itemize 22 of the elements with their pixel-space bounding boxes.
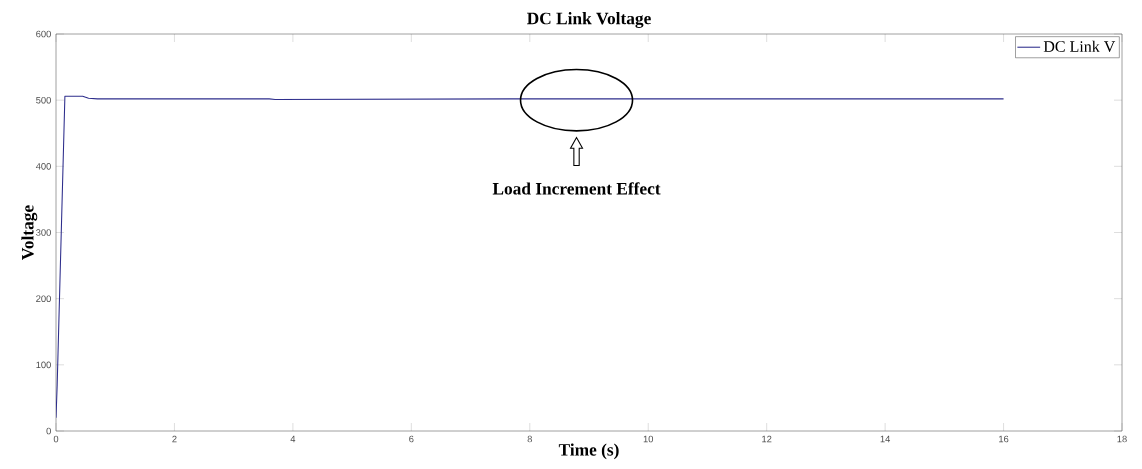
y-tick-label: 400: [35, 163, 51, 170]
x-tick-label: 2: [172, 435, 177, 443]
y-tick-label: 600: [36, 30, 51, 38]
x-tick-label: 16: [999, 435, 1009, 443]
x-tick-label: 10: [643, 435, 654, 443]
x-tick-label: 6: [409, 435, 414, 443]
x-tick-label: 8: [527, 435, 532, 443]
y-tick-label: 300: [36, 229, 51, 236]
chart-title: DC Link Voltage: [527, 12, 651, 28]
legend-label: DC Link V: [1043, 40, 1116, 53]
y-tick-label: 0: [46, 427, 51, 435]
annotation: Load Increment Effect: [492, 182, 661, 195]
y-tick-label: 500: [36, 96, 51, 104]
x-tick-label: 0: [53, 435, 59, 443]
y-axis-title: Voltage: [21, 205, 38, 260]
y-tick-label: 200: [36, 295, 51, 302]
x-tick-label: 18: [1117, 435, 1127, 443]
y-tick-label: 100: [36, 361, 51, 369]
x-tick-label: 4: [290, 435, 296, 443]
x-axis-title: Time (s): [558, 443, 619, 460]
x-tick-label: 12: [762, 435, 772, 443]
x-tick-label: 14: [880, 435, 891, 443]
